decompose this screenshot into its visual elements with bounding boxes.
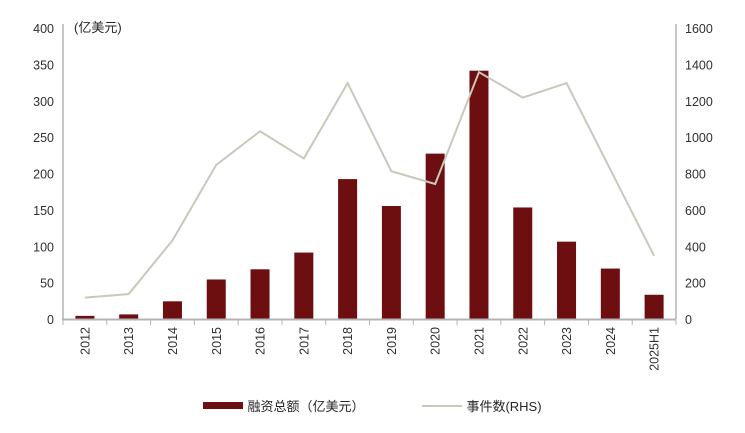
bar-2023 — [557, 241, 577, 321]
bar-2018 — [338, 179, 358, 321]
right-axis-tick-label: 600 — [685, 204, 706, 218]
legend-label-events: 事件数(RHS) — [466, 399, 542, 414]
x-axis-category-label: 2019 — [385, 327, 399, 355]
x-axis-category-label: 2012 — [78, 327, 92, 355]
x-axis-category-label: 2022 — [516, 327, 530, 355]
bar-2022 — [513, 207, 533, 321]
left-axis-tick-label: 0 — [47, 313, 54, 327]
x-axis-category-label: 2014 — [166, 327, 180, 355]
left-axis-tick-label: 100 — [33, 240, 54, 254]
x-axis-category-label: 2016 — [254, 327, 268, 355]
left-axis-tick-label: 150 — [33, 204, 54, 218]
x-axis-category-label: 2013 — [122, 327, 136, 355]
right-axis-tick-label: 200 — [685, 277, 706, 291]
bar-2020 — [425, 153, 445, 321]
x-axis-category-label: 2021 — [472, 327, 486, 355]
left-axis-tick-label: 400 — [33, 22, 54, 36]
bar-2016 — [250, 269, 270, 321]
bar-2025H1 — [644, 294, 664, 321]
left-axis-tick-label: 250 — [33, 131, 54, 145]
line-series-swatch-icon — [422, 404, 463, 407]
legend: 融资总额（亿美元） 事件数(RHS) — [0, 396, 745, 415]
right-axis-tick-label: 1200 — [685, 95, 713, 109]
left-axis-tick-label: 350 — [33, 58, 54, 72]
x-axis-category-label: 2023 — [560, 327, 574, 355]
right-axis-tick-label: 1400 — [685, 58, 713, 72]
left-axis-tick-label: 300 — [33, 95, 54, 109]
left-axis-unit-label: (亿美元) — [74, 20, 122, 35]
bar-series-swatch-icon — [203, 402, 244, 409]
right-axis-tick-label: 400 — [685, 240, 706, 254]
legend-item-funding: 融资总额（亿美元） — [203, 396, 364, 415]
x-axis-category-label: 2018 — [341, 327, 355, 355]
bar-2021 — [469, 70, 489, 321]
bar-2012 — [75, 315, 95, 321]
bar-2024 — [600, 268, 620, 321]
bar-2017 — [294, 252, 314, 321]
bar-2014 — [162, 301, 182, 321]
right-axis-tick-label: 1000 — [685, 131, 713, 145]
x-axis-category-label: 2017 — [297, 327, 311, 355]
right-axis-tick-label: 800 — [685, 168, 706, 182]
legend-item-events: 事件数(RHS) — [422, 396, 542, 415]
x-axis-category-label: 2025H1 — [648, 327, 662, 371]
right-axis-tick-label: 1600 — [685, 22, 713, 36]
bar-2015 — [206, 279, 226, 321]
left-axis-tick-label: 200 — [33, 168, 54, 182]
left-axis-tick-label: 50 — [40, 277, 54, 291]
x-axis-category-label: 2015 — [210, 327, 224, 355]
bar-2013 — [119, 314, 139, 321]
legend-label-funding: 融资总额（亿美元） — [247, 399, 365, 414]
bar-2019 — [381, 206, 401, 321]
events-count-line — [84, 70, 655, 299]
x-axis-category-label: 2024 — [604, 327, 618, 355]
right-axis-tick-label: 0 — [685, 313, 692, 327]
x-axis-category-label: 2020 — [429, 327, 443, 355]
